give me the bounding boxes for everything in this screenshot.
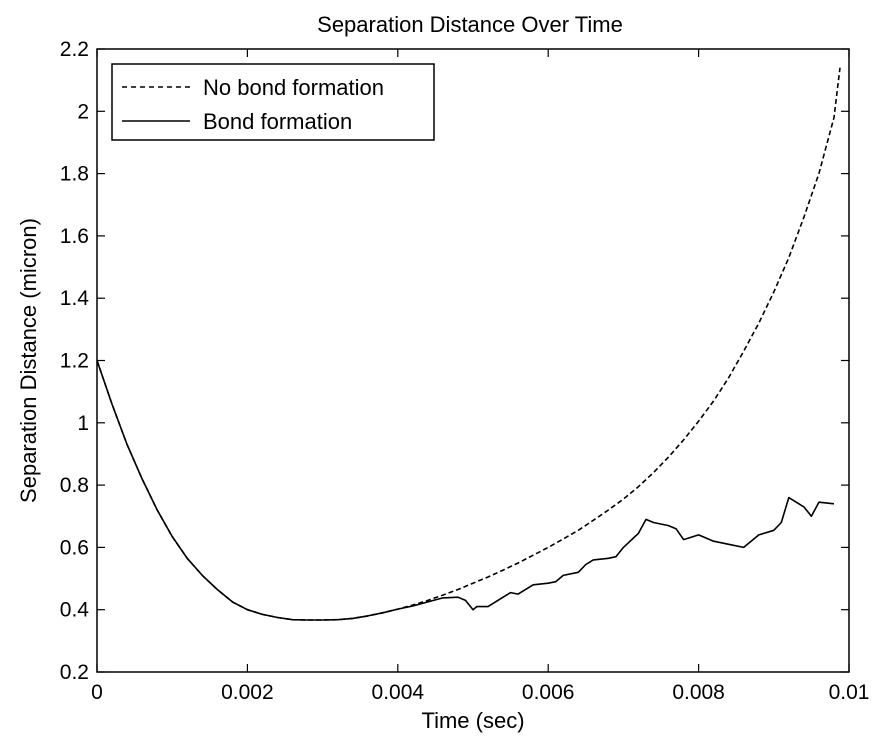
y-tick-label: 2: [77, 100, 89, 123]
y-axis-title: Separation Distance (micron): [16, 218, 41, 503]
y-tick-label: 1.8: [60, 163, 89, 186]
series-line-bond-formation: [96, 360, 835, 621]
legend-label-no-bond: No bond formation: [203, 75, 384, 100]
x-tick-label: 0.002: [221, 681, 274, 704]
series-layer: [96, 67, 841, 621]
chart-title: Separation Distance Over Time: [317, 12, 623, 37]
y-tick-label: 1.2: [60, 350, 89, 373]
y-tick-label: 1.6: [60, 225, 89, 248]
x-tick-label: 0.006: [522, 681, 575, 704]
x-tick-label: 0: [91, 681, 103, 704]
y-tick-label: 1: [77, 412, 89, 435]
x-tick-label: 0.008: [672, 681, 725, 704]
x-axis-title: Time (sec): [421, 708, 524, 733]
y-tick-label: 2.2: [60, 38, 89, 61]
y-tick-label: 0.2: [60, 661, 89, 684]
y-tick-label: 0.6: [60, 536, 89, 559]
y-tick-label: 0.4: [60, 599, 90, 622]
y-tick-label: 1.4: [60, 287, 90, 310]
y-tick-label: 0.8: [60, 474, 89, 497]
legend: No bond formation Bond formation: [111, 63, 435, 141]
legend-box: [111, 63, 435, 141]
x-tick-label: 0.004: [372, 681, 425, 704]
x-tick-label: 0.01: [829, 681, 870, 704]
legend-label-bond: Bond formation: [203, 109, 352, 134]
ticks-layer: 0 0.002 0.004 0.006 0.008 0.01 0.2 0.4 0.6 0.8 1 1.…: [60, 38, 870, 704]
